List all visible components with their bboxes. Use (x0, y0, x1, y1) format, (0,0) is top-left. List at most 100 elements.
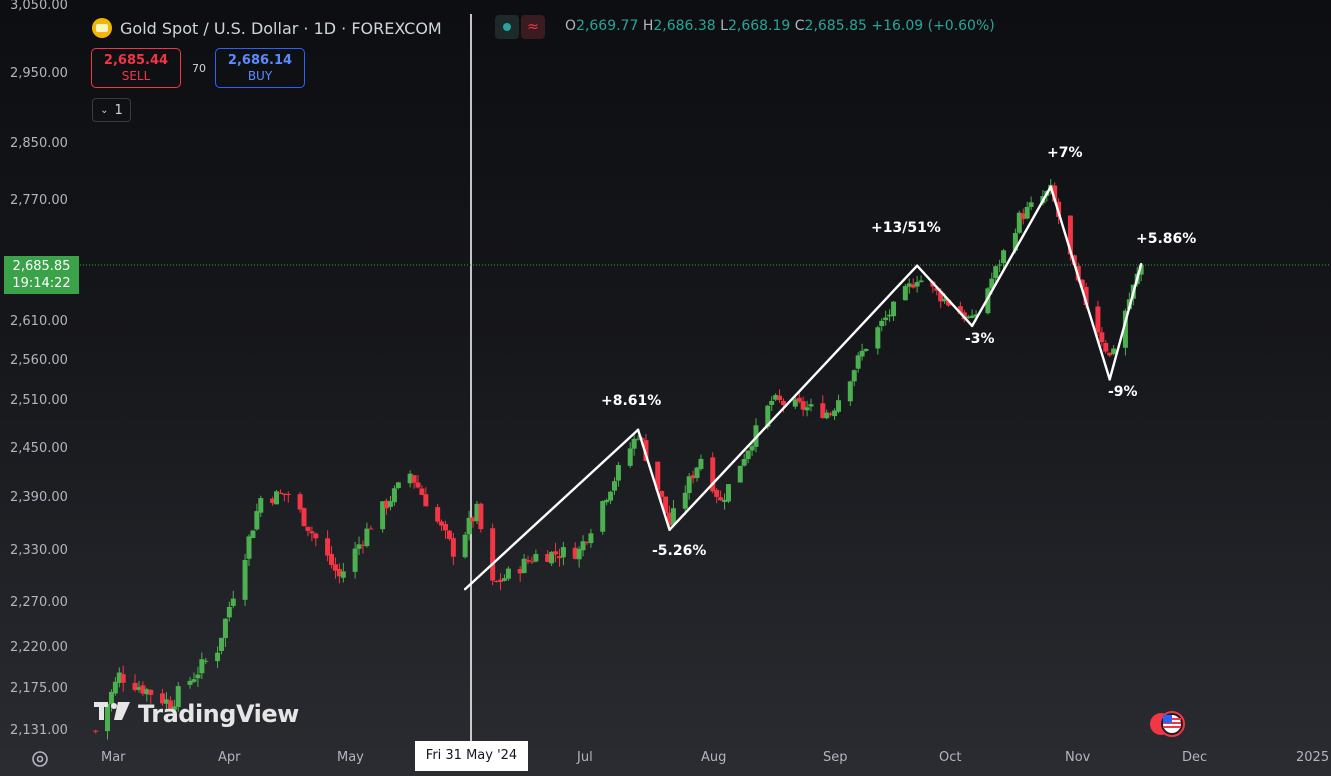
annotation-label[interactable]: +8.61% (601, 393, 662, 409)
zigzag-segment[interactable] (668, 264, 919, 531)
candle-body (364, 528, 370, 547)
annotation-label[interactable]: +5.86% (1136, 231, 1197, 247)
candle-body (608, 491, 614, 501)
candle-body (832, 410, 838, 417)
candle-body (780, 400, 786, 406)
y-tick: 2,270.00 (10, 595, 68, 610)
zigzag-segment[interactable] (636, 428, 671, 531)
candle-body (222, 618, 228, 639)
candle-body (105, 703, 111, 732)
candle-body (132, 682, 138, 691)
candle-body (773, 395, 779, 400)
annotation-label[interactable]: -9% (1108, 384, 1138, 400)
candle-body (419, 488, 425, 495)
x-tick: Dec (1182, 750, 1208, 765)
status-indicators[interactable]: ≈ (495, 15, 545, 39)
candle-body (612, 481, 618, 491)
gold-icon (92, 18, 112, 38)
candle-body (1028, 202, 1034, 207)
candle-body (478, 503, 484, 530)
y-tick: 2,220.00 (10, 640, 68, 655)
buy-price: 2,686.14 (227, 53, 293, 68)
tradingview-logo[interactable]: TradingView (94, 700, 299, 728)
candle-body (1103, 343, 1109, 352)
candle-body (879, 320, 885, 327)
candle-body (521, 558, 527, 573)
zigzag-segment[interactable] (463, 428, 640, 591)
annotation-label[interactable]: -5.26% (652, 543, 707, 559)
candle-body (175, 686, 181, 707)
candle-body (195, 674, 201, 679)
candle-body (989, 278, 995, 289)
candle-body (144, 689, 150, 695)
market-open-icon[interactable] (495, 15, 519, 39)
candle-body (435, 507, 441, 522)
candle-body (686, 476, 692, 494)
candle-body (749, 446, 755, 451)
candle-body (332, 564, 338, 571)
annotation-label[interactable]: +7% (1047, 145, 1083, 161)
candle-body (859, 350, 865, 357)
candle-body (439, 521, 445, 526)
symbol-title[interactable]: Gold Spot / U.S. Dollar · 1D · FOREXCOM (120, 18, 442, 38)
candle-body (423, 494, 429, 507)
zigzag-segment[interactable] (1049, 185, 1111, 381)
annotation-label[interactable]: +13/51% (871, 220, 941, 236)
buy-button[interactable]: 2,686.14 BUY (215, 48, 305, 88)
y-tick: 2,610.00 (10, 314, 68, 329)
open-value: 2,669.77 (576, 18, 639, 34)
indicators-collapse-button[interactable]: ⌄ 1 (92, 98, 131, 122)
annotation-label[interactable]: -3% (965, 331, 995, 347)
candle-body (387, 501, 393, 507)
candle-body (553, 551, 559, 555)
candle-body (714, 489, 720, 497)
y-tick: 2,175.00 (10, 681, 68, 696)
indicator-count: 1 (114, 102, 123, 118)
zigzag-segment[interactable] (1108, 262, 1143, 381)
candle-body (588, 533, 594, 544)
sell-button[interactable]: 2,685.44 SELL (91, 48, 181, 88)
candle-body (411, 475, 417, 483)
candle-body (498, 579, 504, 583)
candle-body (285, 494, 291, 496)
symbol-header[interactable]: Gold Spot / U.S. Dollar · 1D · FOREXCOM (92, 15, 442, 41)
candle-body (1020, 213, 1026, 220)
settings-gear-icon[interactable] (30, 749, 50, 769)
candle-body (698, 458, 704, 469)
candle-body (1067, 215, 1073, 255)
candle-body (942, 298, 948, 302)
candle-body (466, 517, 472, 535)
candle-body (474, 503, 480, 522)
x-tick: Mar (101, 750, 126, 765)
candle-body (395, 482, 401, 489)
candle-body (615, 465, 621, 481)
delayed-data-icon[interactable]: ≈ (521, 15, 545, 39)
candle-body (1111, 348, 1117, 354)
x-tick: Apr (218, 750, 241, 765)
candle-body (777, 395, 783, 401)
candle-body (741, 458, 747, 466)
zigzag-drawing[interactable] (463, 185, 1143, 591)
zigzag-segment[interactable] (970, 185, 1052, 328)
candle-body (505, 568, 511, 579)
candle-body (250, 530, 256, 539)
candle-body (836, 400, 842, 412)
candle-body (863, 348, 869, 351)
spread-value: 70 (192, 62, 206, 75)
candle-body (258, 498, 264, 513)
candle-body (199, 659, 205, 674)
zigzag-segment[interactable] (915, 264, 974, 328)
y-tick: 2,330.00 (10, 543, 68, 558)
candle-body (883, 317, 889, 321)
low-value: 2,668.19 (727, 18, 791, 34)
candle-body (356, 544, 362, 549)
candle-body (525, 559, 531, 562)
candle-body (226, 606, 232, 618)
candle-body (1079, 279, 1085, 288)
y-tick: 2,950.00 (10, 66, 68, 81)
us-flag-icon[interactable] (1148, 711, 1188, 737)
candle-body (218, 637, 224, 652)
candle-body (301, 508, 307, 527)
candle-body (336, 569, 342, 577)
